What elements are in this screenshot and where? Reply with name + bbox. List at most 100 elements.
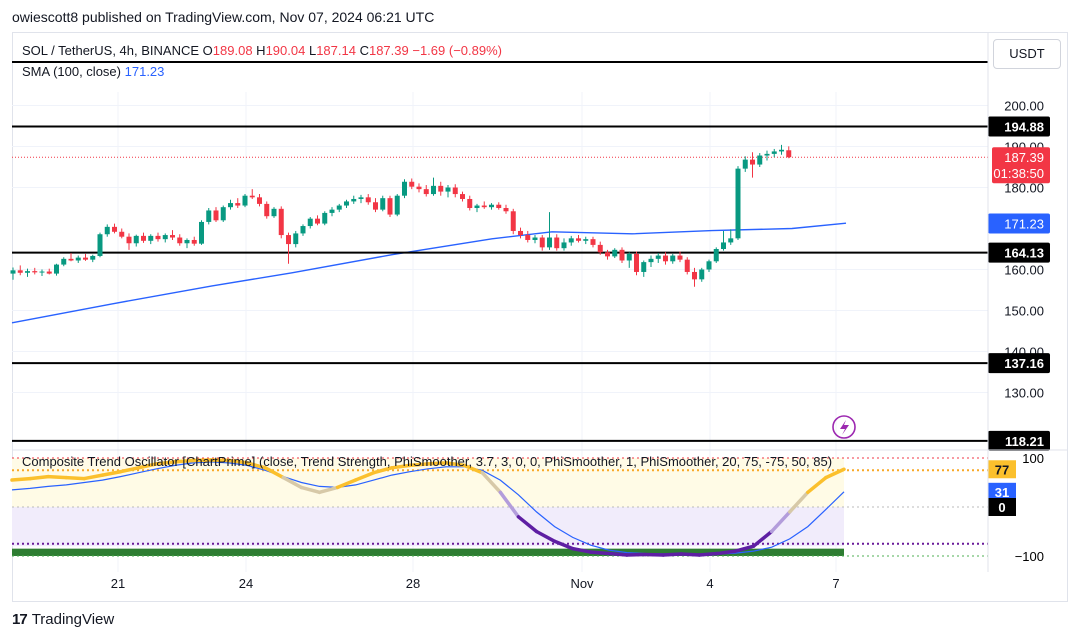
tradingview-logo[interactable]: 17 TradingView <box>12 611 114 628</box>
candle-body <box>568 238 574 243</box>
candle-body <box>162 235 168 240</box>
candle-body <box>735 168 741 239</box>
time-tick-label: 21 <box>111 576 125 591</box>
sma-legend[interactable]: SMA (100, close) 171.23 <box>22 64 164 79</box>
candle-body <box>590 239 596 245</box>
candle-body <box>597 244 603 253</box>
candle-body <box>307 218 313 227</box>
osc-fast-segment <box>335 478 358 490</box>
lightning-icon <box>832 415 856 439</box>
osc-fast-segment <box>371 466 394 475</box>
osc-fast-segment <box>426 461 448 466</box>
candle-body <box>184 239 190 244</box>
osc-value-label: 77 <box>995 462 1009 477</box>
sma-label: SMA (100, close) <box>22 64 121 79</box>
osc-fast-segment <box>118 466 141 474</box>
current-price-label: 187.39 <box>1004 150 1044 165</box>
change-value: −1.69 (−0.89%) <box>412 43 502 58</box>
osc-fast-segment <box>444 461 466 468</box>
candle-body <box>786 150 792 158</box>
osc-fast-segment <box>462 463 485 475</box>
candle-body <box>206 210 212 222</box>
high-value: 190.04 <box>265 43 306 58</box>
candle-body <box>742 159 748 169</box>
candle-body <box>315 218 320 224</box>
osc-value-label: 31 <box>995 485 1009 500</box>
candle-body <box>119 231 125 237</box>
candle-body <box>750 159 755 165</box>
candle-body <box>126 236 132 244</box>
osc-fast-segment <box>498 490 521 519</box>
osc-fast-segment <box>100 469 123 477</box>
candle-body <box>278 208 284 236</box>
osc-value-label-bg <box>988 460 1016 479</box>
candle-body <box>322 212 328 224</box>
osc-fast-segment <box>607 551 629 557</box>
high-label: H <box>256 43 266 58</box>
candle-body <box>619 249 625 261</box>
candle-body <box>242 195 248 206</box>
candle-body <box>112 226 117 232</box>
candle-body <box>177 237 183 244</box>
level-label: 194.88 <box>1004 119 1044 134</box>
candle-body <box>474 205 480 208</box>
osc-fast-segment <box>390 463 412 470</box>
candle-body <box>351 198 357 202</box>
candle-body <box>155 235 161 240</box>
candle-body <box>75 257 81 261</box>
price-tick-label: 200.00 <box>1004 99 1044 114</box>
candle-body <box>764 153 770 156</box>
candle-body <box>148 235 154 241</box>
osc-fast-segment <box>64 475 87 481</box>
candle-body <box>61 258 67 265</box>
candle-body <box>706 261 712 270</box>
osc-fast-segment <box>661 552 683 557</box>
level-label: 137.16 <box>1004 356 1044 371</box>
candle-body <box>634 253 639 272</box>
candle-body <box>286 235 291 245</box>
time-tick-label: 7 <box>832 576 839 591</box>
candle-body <box>402 181 407 196</box>
osc-fast-segment <box>733 544 756 553</box>
candle-body <box>648 258 654 263</box>
sma-price-label: 171.23 <box>1004 216 1044 231</box>
candle-body <box>547 237 552 248</box>
symbol-title[interactable]: SOL / TetherUS, 4h, BINANCE <box>22 43 200 58</box>
candle-body <box>728 238 734 243</box>
osc-fast-segment <box>173 458 195 464</box>
lightning-icon-bolt <box>840 420 849 435</box>
low-value: 187.14 <box>316 43 356 58</box>
oscillator-legend[interactable]: Composite Trend Oscillator [ChartPrime] … <box>22 454 833 469</box>
candle-body <box>264 203 270 217</box>
candle-body <box>104 226 110 235</box>
candle-body <box>532 237 538 240</box>
candle-body <box>554 237 560 249</box>
candle-body <box>54 264 59 274</box>
candle-body <box>39 271 45 273</box>
candle-body <box>17 270 23 273</box>
osc-fast-segment <box>516 515 539 534</box>
candle-body <box>757 155 763 165</box>
osc-fast-segment <box>299 485 322 495</box>
candle-body <box>525 235 531 240</box>
candle-body <box>293 233 299 245</box>
tradingview-logo-mark: 17 <box>12 611 28 628</box>
candle-body <box>561 242 567 249</box>
candle-body <box>46 271 52 274</box>
osc-fast-segment <box>697 551 720 557</box>
level-label-bg <box>988 116 1050 137</box>
candle-body <box>235 203 241 206</box>
candle-body <box>220 207 226 221</box>
countdown-label: 01:38:50 <box>993 166 1044 181</box>
osc-fast-segment <box>263 466 286 480</box>
level-label: 118.21 <box>1005 434 1044 449</box>
candle-body <box>97 234 103 256</box>
currency-button[interactable]: USDT <box>993 39 1061 69</box>
candle-body <box>133 235 139 244</box>
candle-body <box>713 249 719 262</box>
osc-fast-segment <box>281 475 304 490</box>
sma-value: 171.23 <box>124 64 165 79</box>
candle-body <box>191 239 197 244</box>
osc-value-label-bg <box>988 498 1016 516</box>
